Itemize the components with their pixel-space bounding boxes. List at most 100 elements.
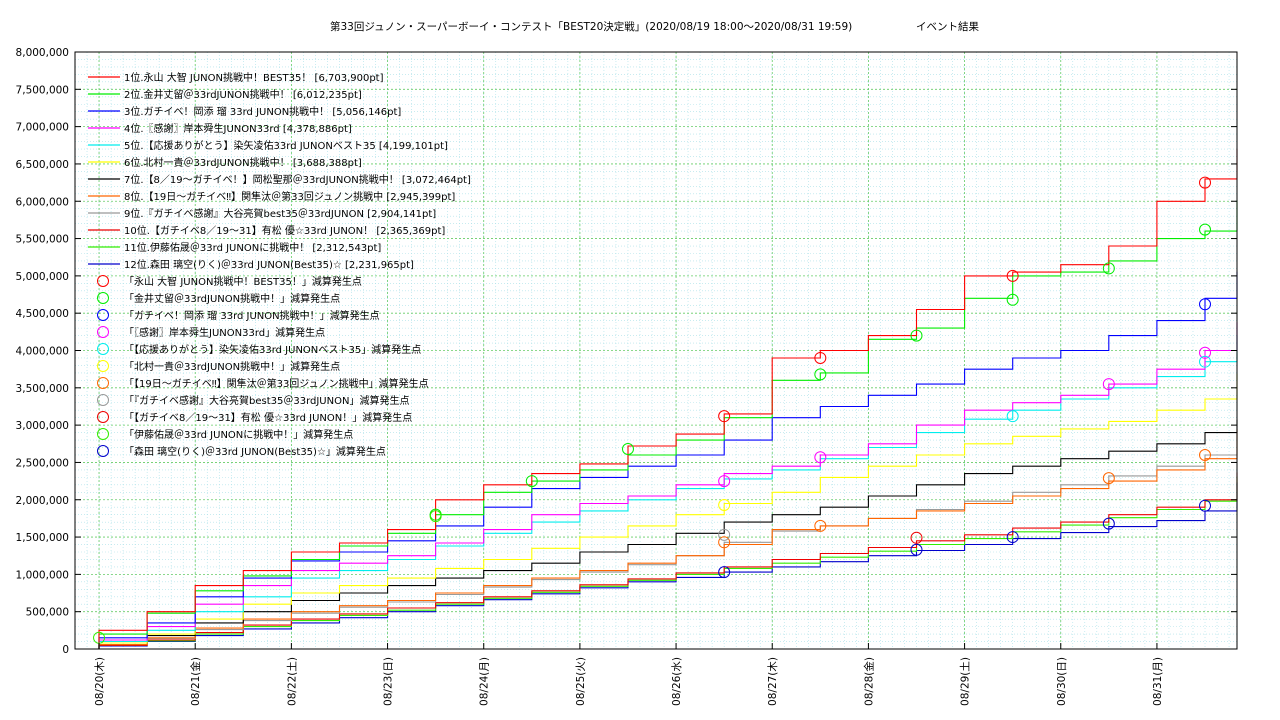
y-tick-label: 8,000,000	[16, 47, 69, 59]
reduction-marker	[814, 519, 827, 532]
y-tick-label: 1,000,000	[16, 569, 69, 581]
chart-title: 第33回ジュノン・スーパーボーイ・コンテスト「BEST20決定戦」(2020/0…	[330, 20, 852, 33]
legend-marker	[97, 309, 109, 321]
y-tick-label: 4,000,000	[16, 346, 69, 358]
reduction-marker	[1199, 346, 1212, 359]
legend-entry: 8位.【19日〜ガチイベ‼】関隼汰＠第33回ジュノン挑戦中 [2,945,399…	[124, 190, 455, 203]
legend-entry: 2位.金井丈留＠33rdJUNON挑戦中！ [6,012,235pt]	[124, 88, 362, 101]
legend-marker	[97, 411, 109, 423]
series-line	[75, 200, 1238, 650]
y-tick-label: 2,000,000	[16, 495, 69, 507]
legend-marker	[97, 428, 109, 440]
series-line	[75, 419, 1238, 650]
grid	[74, 52, 1237, 649]
reduction-marker	[525, 475, 538, 488]
legend-entry: 「〖感謝〗岸本舜生JUNON33rd」減算発生点	[124, 326, 325, 339]
legend-marker	[97, 292, 109, 304]
legend-entry: 9位.『ガチイベ感謝』大谷亮賀best35＠33rdJUNON [2,904,1…	[124, 207, 436, 220]
series-line	[75, 432, 1238, 650]
reduction-marker	[910, 329, 923, 342]
legend-entry: 7位.【8／19〜ガチイベ！】岡松聖那＠33rdJUNON挑戦中！ [3,072…	[124, 173, 471, 186]
y-tick-label: 7,000,000	[16, 122, 69, 134]
x-tick-label: 08/22(土)	[285, 657, 298, 706]
series-line	[75, 373, 1238, 650]
x-tick-label: 08/26(水)	[671, 657, 683, 706]
reduction-marker	[1102, 472, 1115, 485]
reduction-marker	[1102, 378, 1115, 391]
chart-subtitle: イベント結果	[916, 20, 979, 33]
legend-entry: 「【19日〜ガチイベ‼】関隼汰＠第33回ジュノン挑戦中」減算発生点	[124, 377, 429, 390]
reduction-marker	[718, 475, 731, 488]
reduction-marker	[718, 498, 731, 511]
legend-entry: 3位.ガチイベ！岡添 瑠 33rd JUNON挑戦中！ [5,056,146pt…	[124, 105, 401, 118]
reduction-marker	[814, 368, 827, 381]
legend-entry: 「伊藤佑晟＠33rd JUNONに挑戦中！」減算発生点	[124, 428, 353, 441]
legend-marker	[97, 343, 109, 355]
legend-entry: 「【ガチイベ8／19〜31】有松 優☆33rd JUNON！」減算発生点	[124, 411, 412, 424]
legend-entry: 「永山 大智 JUNON挑戦中！BEST35！」減算発生点	[124, 275, 362, 288]
reduction-marker	[1102, 262, 1115, 275]
reduction-marker	[1199, 499, 1212, 512]
legend-marker	[97, 275, 109, 287]
reduction-marker	[1199, 223, 1212, 236]
x-tick-label: 08/27(木)	[767, 657, 779, 706]
y-tick-label: 5,500,000	[16, 234, 69, 246]
reduction-marker	[910, 543, 923, 556]
series-line	[75, 482, 1238, 650]
legend-marker	[97, 377, 109, 389]
legend-entry: 5位.【応援ありがとう】染矢凌佑33rd JUNONベスト35 [4,199,1…	[124, 139, 448, 152]
x-tick-label: 08/23(日)	[383, 657, 395, 706]
reduction-marker	[1199, 355, 1212, 368]
x-tick-label: 08/28(金)	[862, 657, 875, 706]
legend-entry: 12位.森田 璃空(りく)＠33rd JUNON(Best35)☆ [2,231…	[124, 258, 414, 271]
series-line	[75, 472, 1238, 650]
y-tick-label: 500,000	[26, 607, 69, 619]
legend-marker	[97, 394, 109, 406]
x-tick-label: 08/29(土)	[959, 657, 972, 706]
x-tick-label: 08/24(月)	[479, 657, 491, 706]
legend-entry: 「北村一貴＠33rdJUNON挑戦中！」減算発生点	[124, 360, 340, 373]
series-lines	[75, 148, 1238, 650]
legend-marker	[97, 445, 109, 457]
reduction-marker	[814, 451, 827, 464]
legend-entry: 「金井丈留＠33rdJUNON挑戦中！」減算発生点	[124, 292, 340, 305]
series-line	[75, 322, 1238, 650]
y-tick-label: 2,500,000	[16, 457, 69, 469]
reduction-marker	[1102, 517, 1115, 530]
y-tick-label: 7,500,000	[16, 84, 69, 96]
y-tick-label: 1,500,000	[16, 532, 69, 544]
y-tick-label: 0	[62, 644, 69, 656]
reduction-marker	[1006, 269, 1019, 282]
reduction-marker	[1199, 176, 1212, 189]
legend-entry: 4位.〖感謝〗岸本舜生JUNON33rd [4,378,886pt]	[124, 122, 352, 135]
series-line	[75, 148, 1238, 650]
legend-entry: 6位.北村一貴＠33rdJUNON挑戦中！ [3,688,388pt]	[124, 156, 362, 169]
reduction-marker	[1006, 410, 1019, 423]
legend-marker	[97, 360, 109, 372]
reduction-marker	[1006, 293, 1019, 306]
reduction-marker	[718, 536, 731, 549]
reduction-marker	[1006, 531, 1019, 544]
x-tick-label: 08/25(火)	[575, 657, 587, 706]
legend: 1位.永山 大智 JUNON挑戦中！BEST35！ [6,703,900pt] 2…	[88, 71, 471, 458]
reduction-marker	[429, 510, 442, 523]
reduction-marker	[718, 566, 731, 579]
series-line	[75, 429, 1238, 650]
legend-entry: 「『ガチイベ感謝』大谷亮賀best35＠33rdJUNON」減算発生点	[124, 394, 409, 407]
x-tick-label: 08/30(日)	[1056, 657, 1068, 706]
reduction-marker	[718, 410, 731, 423]
y-tick-label: 3,500,000	[16, 383, 69, 395]
legend-entry: 10位.【ガチイベ8／19〜31】有松 優☆33rd JUNON！ [2,365…	[124, 224, 445, 237]
legend-entry: 「【応援ありがとう】染矢凌佑33rd JUNONベスト35」減算発生点	[124, 343, 421, 356]
legend-marker	[97, 326, 109, 338]
reduction-marker	[1199, 448, 1212, 461]
y-tick-label: 3,000,000	[16, 420, 69, 432]
x-tick-label: 08/31(月)	[1152, 657, 1164, 706]
x-tick-label: 08/21(金)	[189, 657, 202, 706]
y-tick-label: 6,000,000	[16, 196, 69, 208]
y-tick-label: 4,500,000	[16, 308, 69, 320]
reduction-marker	[910, 531, 923, 544]
legend-entry: 「ガチイベ！岡添 瑠 33rd JUNON挑戦中！」減算発生点	[124, 309, 380, 322]
legend-entry: 「森田 璃空(りく)＠33rd JUNON(Best35)☆」減算発生点	[124, 445, 386, 458]
